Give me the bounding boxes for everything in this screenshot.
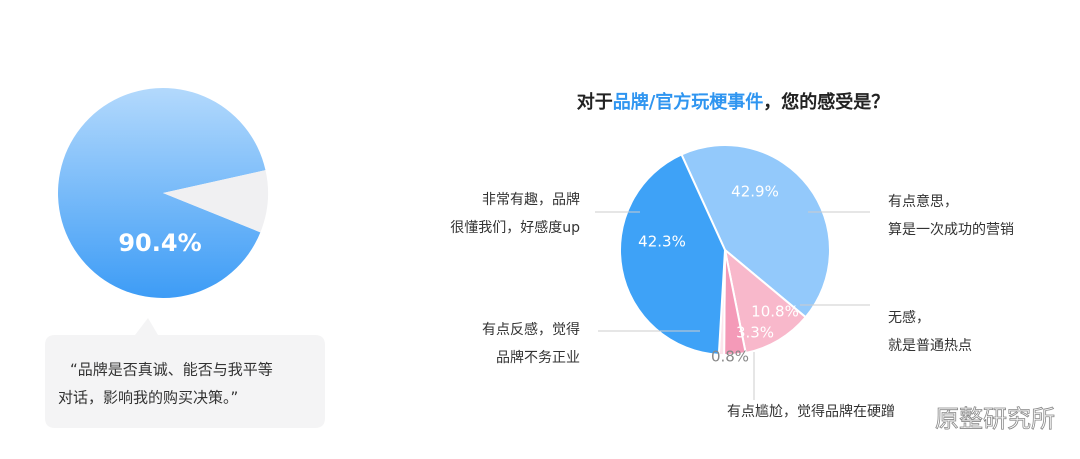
pie-value-label: 90.4% bbox=[118, 229, 201, 257]
category-label: 有点意思， bbox=[888, 193, 958, 210]
category-label: 无感， bbox=[888, 309, 930, 326]
pie-value-label: 42.9% bbox=[731, 183, 779, 201]
pie-slice bbox=[619, 153, 727, 356]
category-label: 算是一次成功的营销 bbox=[888, 222, 1014, 238]
pie-slice bbox=[163, 170, 268, 233]
quote-line: “品牌是否真诚、能否与我平等 bbox=[70, 361, 273, 379]
pie-slice bbox=[680, 144, 831, 319]
title-part: ，您的感受是？ bbox=[763, 91, 889, 113]
chart-title: 对于品牌/官方玩梗事件，您的感受是？ bbox=[577, 91, 890, 113]
quote-bubble bbox=[45, 318, 325, 428]
watermark: 原整研究所 bbox=[935, 405, 1055, 433]
title-highlight: 品牌/官方玩梗事件 bbox=[613, 91, 764, 113]
pie-value-label: 3.3% bbox=[736, 324, 774, 342]
title-part: 对于 bbox=[577, 91, 613, 113]
pie-value-label: 10.8% bbox=[751, 303, 799, 321]
category-label: 有点反感，觉得 bbox=[482, 321, 580, 338]
pie-slice bbox=[58, 88, 266, 299]
category-label: 品牌不务正业 bbox=[496, 349, 580, 366]
category-label: 非常有趣，品牌 bbox=[482, 191, 580, 208]
quote-line: 对话，影响我的购买决策。” bbox=[58, 389, 238, 407]
category-label: 很懂我们，好感度up bbox=[450, 219, 580, 236]
pie-value-label: 42.3% bbox=[638, 233, 686, 251]
category-label: 就是普通热点 bbox=[888, 338, 972, 354]
pie-slice bbox=[723, 247, 808, 355]
category-label: 有点尴尬，觉得品牌在硬蹭 bbox=[727, 403, 895, 420]
pie-value-label: 0.8% bbox=[711, 348, 749, 366]
